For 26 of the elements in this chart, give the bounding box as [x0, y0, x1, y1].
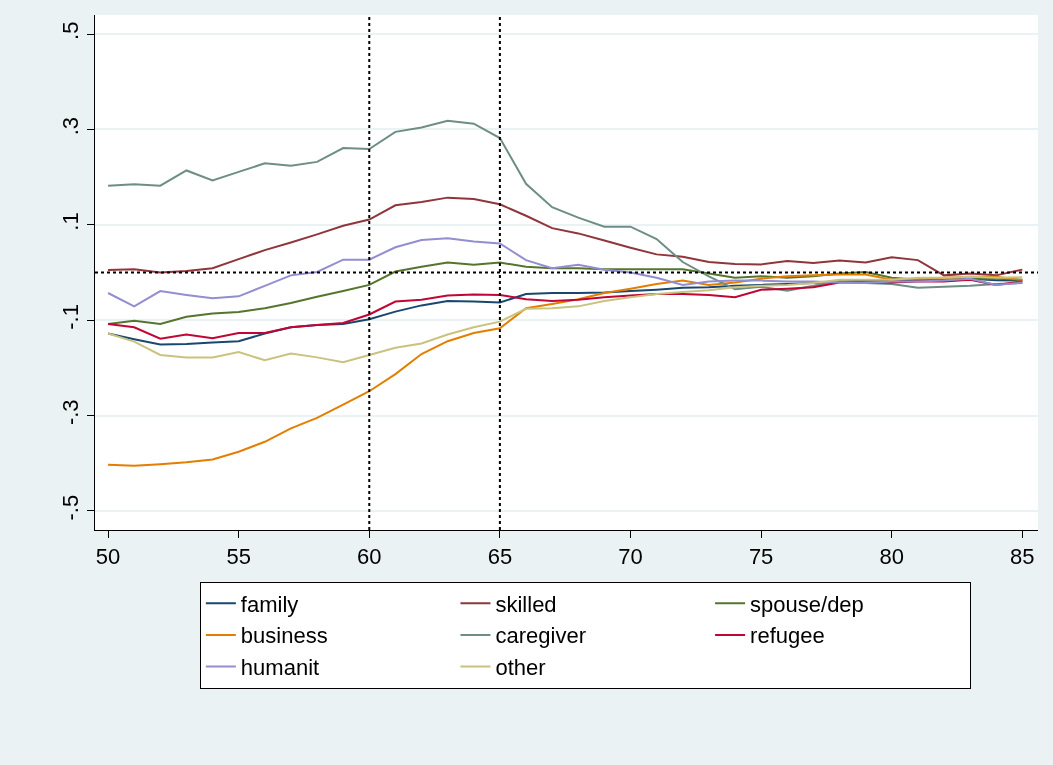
x-tick-label: 85 — [1010, 544, 1035, 570]
x-tick-label: 70 — [618, 544, 643, 570]
line-series — [107, 196, 1024, 277]
legend-label: other — [495, 655, 546, 681]
x-tick-label: 75 — [748, 544, 774, 570]
legend-label: family — [240, 591, 299, 617]
x-tick-label: 50 — [95, 544, 121, 570]
y-tick-label: .1 — [58, 212, 84, 231]
x-tick-label: 65 — [487, 544, 513, 570]
y-tick-label: .3 — [58, 116, 84, 136]
legend-label: caregiver — [495, 623, 586, 649]
x-tick-label: 60 — [357, 544, 382, 570]
y-tick-label: -.3 — [58, 399, 84, 426]
x-tick-label: 55 — [226, 544, 251, 570]
line-series — [107, 275, 1024, 364]
legend-label: humanit — [240, 655, 320, 681]
legend-label: refugee — [750, 623, 825, 649]
legend-label: skilled — [495, 591, 557, 617]
line-series — [107, 237, 1024, 308]
y-tick-label: -.1 — [58, 304, 84, 330]
x-tick-label: 80 — [879, 544, 904, 570]
legend-label: spouse/dep — [750, 591, 864, 617]
line-series — [107, 273, 1024, 467]
y-tick-label: .5 — [58, 21, 84, 40]
y-tick-label: -.5 — [58, 494, 84, 521]
legend-label: business — [240, 623, 328, 649]
